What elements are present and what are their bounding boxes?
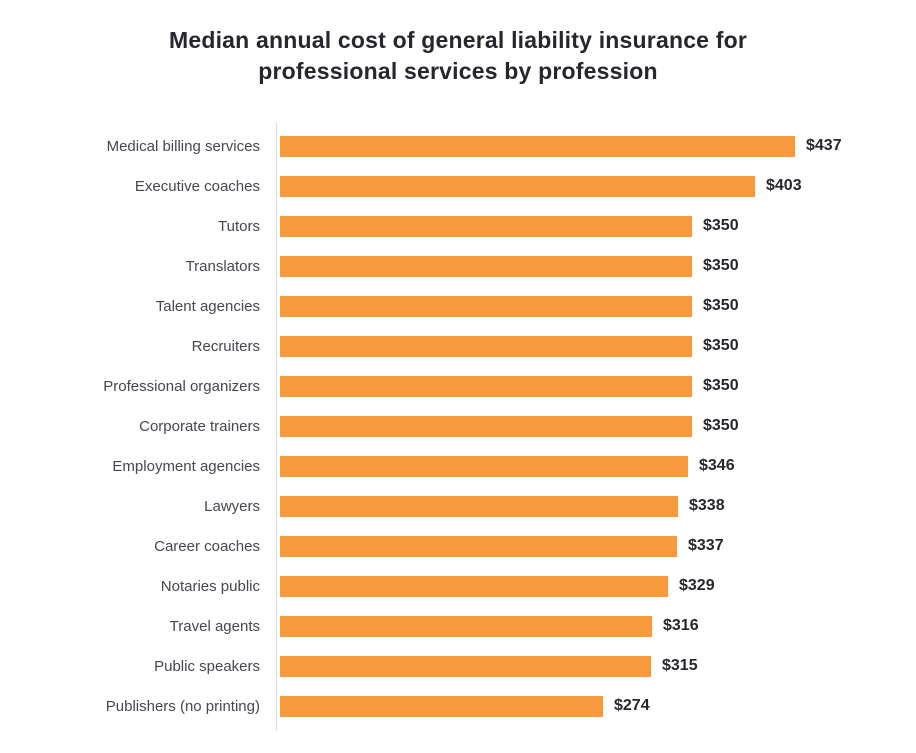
value-label: $403 — [766, 177, 802, 194]
bar-area: $329 — [276, 566, 916, 606]
value-bar — [280, 175, 755, 197]
bar-area: $274 — [276, 686, 916, 726]
y-axis-line — [276, 123, 277, 731]
table-row: Career coaches $337 — [0, 526, 916, 566]
category-label: Career coaches — [154, 537, 260, 555]
value-label: $338 — [689, 497, 725, 514]
table-row: Notaries public $329 — [0, 566, 916, 606]
table-row: Recruiters $350 — [0, 326, 916, 366]
value-bar — [280, 455, 688, 477]
value-label: $346 — [699, 457, 735, 474]
bar-area: $403 — [276, 166, 916, 206]
bar-rows: Medical billing services $437 Executive … — [0, 123, 916, 731]
category-label: Notaries public — [160, 577, 260, 595]
category-label: Talent agencies — [155, 297, 260, 315]
table-row: Professional organizers $350 — [0, 366, 916, 406]
table-row: Employment agencies $346 — [0, 446, 916, 486]
value-bar — [280, 295, 692, 317]
value-bar — [280, 535, 677, 557]
bar-area: $316 — [276, 606, 916, 646]
value-bar — [280, 375, 692, 397]
value-bar — [280, 135, 795, 157]
bar-chart: Medical billing services $437 Executive … — [0, 123, 916, 731]
category-label: Translators — [185, 257, 260, 275]
value-label: $274 — [614, 697, 650, 714]
table-row: Corporate trainers $350 — [0, 406, 916, 446]
category-label: Lawyers — [204, 497, 260, 515]
bar-area: $350 — [276, 326, 916, 366]
value-bar — [280, 495, 678, 517]
category-label: Public speakers — [154, 657, 260, 675]
value-label: $350 — [703, 257, 739, 274]
value-label: $337 — [688, 537, 724, 554]
bar-area: $350 — [276, 206, 916, 246]
value-label: $315 — [662, 657, 698, 674]
category-label: Recruiters — [191, 337, 260, 355]
table-row: Translators $350 — [0, 246, 916, 286]
value-label: $350 — [703, 377, 739, 394]
category-label: Employment agencies — [112, 457, 260, 475]
bar-area: $350 — [276, 406, 916, 446]
category-label: Executive coaches — [134, 177, 260, 195]
category-label: Professional organizers — [103, 377, 260, 395]
table-row: Talent agencies $350 — [0, 286, 916, 326]
value-label: $316 — [663, 617, 699, 634]
chart-title: Median annual cost of general liability … — [168, 27, 748, 84]
table-row: Medical billing services $437 — [0, 126, 916, 166]
table-row: Tutors $350 — [0, 206, 916, 246]
value-bar — [280, 255, 692, 277]
value-label: $437 — [806, 137, 842, 154]
bar-area: $350 — [276, 246, 916, 286]
value-label: $350 — [703, 217, 739, 234]
bar-area: $350 — [276, 366, 916, 406]
category-label: Medical billing services — [106, 137, 260, 155]
value-bar — [280, 615, 652, 637]
bar-area: $338 — [276, 486, 916, 526]
category-label: Publishers (no printing) — [105, 697, 260, 715]
value-label: $329 — [679, 577, 715, 594]
table-row: Travel agents $316 — [0, 606, 916, 646]
value-bar — [280, 655, 651, 677]
bar-area: $315 — [276, 646, 916, 686]
value-bar — [280, 415, 692, 437]
value-bar — [280, 575, 668, 597]
table-row: Public speakers $315 — [0, 646, 916, 686]
table-row: Executive coaches $403 — [0, 166, 916, 206]
table-row: Lawyers $338 — [0, 486, 916, 526]
value-bar — [280, 695, 603, 717]
value-bar — [280, 215, 692, 237]
value-label: $350 — [703, 417, 739, 434]
value-label: $350 — [703, 297, 739, 314]
table-row: Publishers (no printing) $274 — [0, 686, 916, 726]
value-bar — [280, 335, 692, 357]
category-label: Corporate trainers — [139, 417, 260, 435]
category-label: Tutors — [218, 217, 260, 235]
category-label: Travel agents — [169, 617, 260, 635]
value-label: $350 — [703, 337, 739, 354]
bar-area: $346 — [276, 446, 916, 486]
bar-area: $437 — [276, 126, 916, 166]
bar-area: $337 — [276, 526, 916, 566]
bar-area: $350 — [276, 286, 916, 326]
